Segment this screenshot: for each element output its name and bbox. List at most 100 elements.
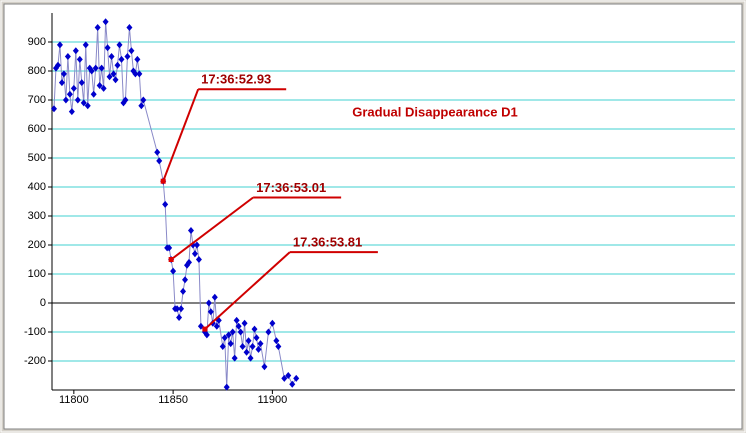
annotation-point (202, 326, 208, 332)
data-point (233, 316, 240, 324)
data-point (98, 64, 105, 72)
annotation-leader (204, 251, 291, 330)
y-tick-label: 300 (28, 210, 46, 222)
data-point (108, 53, 115, 60)
data-point (94, 24, 101, 31)
data-point (285, 372, 292, 379)
data-point (253, 334, 260, 342)
data-point (211, 293, 218, 301)
y-tick-label: 800 (28, 65, 46, 77)
data-point (114, 61, 121, 69)
data-point (74, 96, 81, 104)
data-point (261, 363, 268, 371)
y-tick-label: -200 (24, 355, 46, 367)
data-point (90, 90, 97, 98)
data-point (289, 380, 296, 388)
data-point (207, 308, 214, 316)
data-point (191, 250, 198, 258)
data-point (92, 64, 99, 72)
annotation-point (168, 257, 174, 262)
data-point (227, 340, 234, 348)
data-point (170, 267, 177, 275)
data-point (102, 18, 109, 26)
data-point (88, 67, 95, 75)
annotation-leader (170, 196, 254, 261)
chart-title: Gradual Disappearance D1 (352, 104, 517, 119)
data-point (213, 322, 220, 330)
y-tick-label: 600 (28, 123, 46, 135)
data-point (76, 55, 83, 63)
data-point (166, 244, 173, 252)
data-point (237, 328, 244, 336)
data-point (122, 96, 129, 104)
data-point (195, 256, 202, 263)
data-point (176, 314, 183, 321)
y-tick-label: 500 (28, 152, 46, 164)
data-point (180, 287, 187, 295)
y-tick-label: 200 (28, 239, 46, 251)
annotation-leader (162, 88, 200, 182)
y-tick-label: -100 (24, 326, 46, 338)
data-point (66, 90, 73, 98)
data-point (247, 354, 254, 362)
data-point (219, 343, 226, 350)
y-tick-label: 400 (28, 181, 46, 193)
data-point (116, 41, 123, 49)
data-point (275, 343, 282, 350)
x-tick-label: 11850 (158, 394, 188, 406)
data-point (100, 84, 107, 92)
data-point (231, 354, 238, 362)
data-point (134, 55, 141, 63)
data-point (243, 348, 250, 356)
data-point (62, 96, 69, 104)
data-point (106, 73, 113, 81)
data-point (56, 41, 63, 49)
data-point (281, 374, 288, 382)
data-point (249, 343, 256, 350)
data-point (128, 47, 135, 55)
annotation-label: 17:36:53.01 (256, 180, 326, 195)
data-point (154, 148, 161, 156)
data-point (110, 70, 117, 78)
data-point (257, 340, 264, 348)
data-point (72, 47, 79, 55)
data-point (187, 227, 194, 234)
data-point (293, 374, 300, 382)
data-point (58, 79, 65, 87)
data-point (112, 76, 119, 84)
data-point (265, 328, 272, 336)
data-point (156, 157, 163, 165)
x-tick-label: 11900 (257, 394, 287, 406)
data-point (221, 334, 228, 342)
data-point (126, 24, 133, 31)
data-point (118, 55, 125, 63)
y-tick-label: 900 (28, 36, 46, 48)
data-point (205, 299, 212, 307)
data-point (229, 328, 236, 336)
data-point (239, 343, 246, 350)
data-point (132, 70, 139, 78)
data-point (138, 102, 145, 110)
data-point (241, 319, 248, 327)
data-point (84, 102, 91, 110)
data-point (225, 331, 232, 339)
data-point (203, 331, 210, 339)
data-point (178, 305, 185, 313)
data-point (273, 337, 280, 345)
data-point (70, 84, 77, 92)
data-point (60, 70, 67, 78)
data-point (54, 61, 61, 69)
data-point (124, 53, 131, 60)
data-point (193, 241, 200, 249)
y-tick-label: 700 (28, 94, 46, 106)
data-point (96, 82, 103, 89)
data-point (50, 105, 57, 113)
data-point (78, 79, 85, 87)
data-point (136, 70, 143, 78)
x-tick-label: 11800 (59, 394, 89, 406)
data-point (68, 108, 75, 116)
data-point (162, 200, 169, 208)
data-point (269, 319, 276, 327)
